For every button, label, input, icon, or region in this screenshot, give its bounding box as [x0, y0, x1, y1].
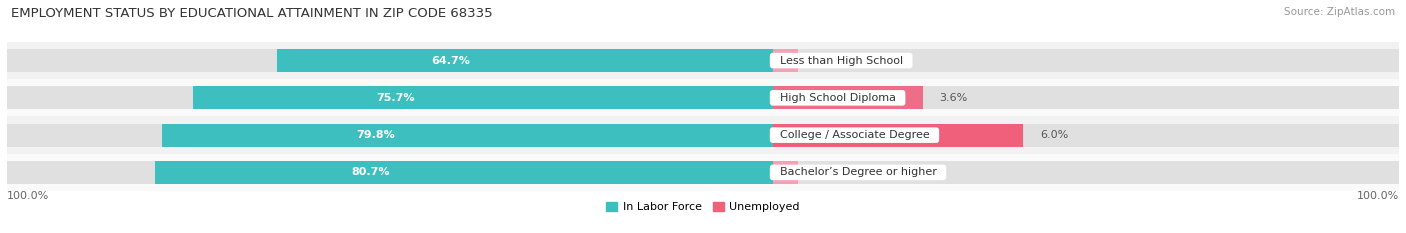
Text: High School Diploma: High School Diploma [773, 93, 903, 103]
Bar [7, 86, 773, 110]
Bar [773, 86, 1399, 110]
Bar [7, 154, 1399, 191]
Bar [773, 161, 797, 184]
Bar [7, 123, 773, 147]
Text: 0.0%: 0.0% [814, 56, 842, 65]
Bar [773, 123, 1399, 147]
Text: 100.0%: 100.0% [7, 191, 49, 201]
Bar [155, 161, 773, 184]
Text: 0.0%: 0.0% [814, 168, 842, 177]
Text: 100.0%: 100.0% [1357, 191, 1399, 201]
Text: 3.6%: 3.6% [939, 93, 967, 103]
Bar [773, 86, 922, 110]
Bar [7, 79, 1399, 116]
Bar [193, 86, 773, 110]
Text: Bachelor’s Degree or higher: Bachelor’s Degree or higher [773, 168, 943, 177]
Bar [7, 42, 1399, 79]
Bar [7, 161, 773, 184]
Bar [277, 49, 773, 72]
Bar [773, 161, 1399, 184]
Text: 79.8%: 79.8% [356, 130, 395, 140]
Bar [773, 123, 1024, 147]
Text: Source: ZipAtlas.com: Source: ZipAtlas.com [1284, 7, 1395, 17]
Text: 80.7%: 80.7% [352, 168, 391, 177]
Legend: In Labor Force, Unemployed: In Labor Force, Unemployed [606, 202, 800, 212]
Bar [773, 49, 797, 72]
Text: 75.7%: 75.7% [377, 93, 415, 103]
Bar [7, 49, 773, 72]
Text: Less than High School: Less than High School [773, 56, 910, 65]
Bar [773, 49, 1399, 72]
Bar [162, 123, 773, 147]
Text: College / Associate Degree: College / Associate Degree [773, 130, 936, 140]
Text: 64.7%: 64.7% [432, 56, 470, 65]
Text: 6.0%: 6.0% [1040, 130, 1069, 140]
Bar [7, 116, 1399, 154]
Text: EMPLOYMENT STATUS BY EDUCATIONAL ATTAINMENT IN ZIP CODE 68335: EMPLOYMENT STATUS BY EDUCATIONAL ATTAINM… [11, 7, 494, 20]
